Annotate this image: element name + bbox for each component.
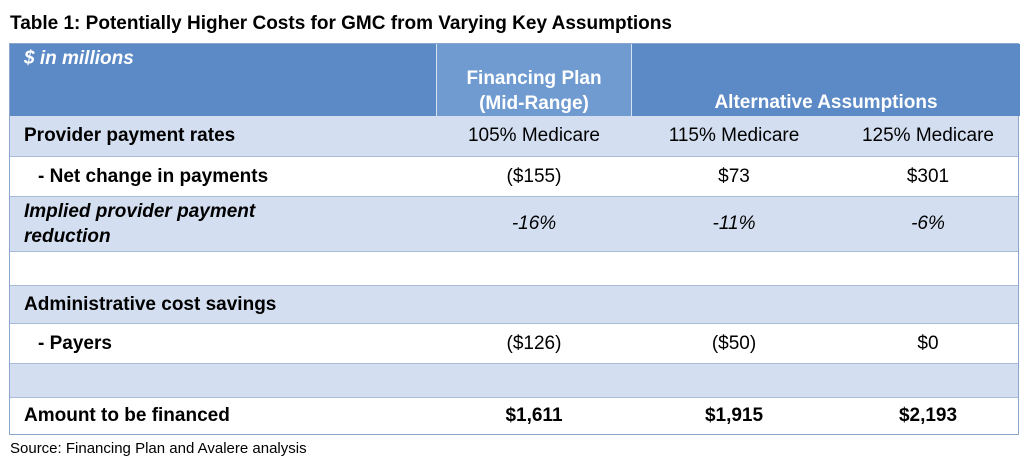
table-header: $ in millions Financing Plan (Mid-Range)… [10,44,1020,116]
cell-alt-1: $73 [718,165,750,187]
row-label: - Net change in payments [38,165,269,187]
row-label: Implied provider payment reduction [10,197,436,251]
cell-alt-1: ($50) [711,332,757,354]
table-row: - Payers ($126) ($50) $0 [10,323,1018,363]
row-label: Amount to be financed [24,405,230,426]
financing-plan-line2: (Mid-Range) [479,93,589,114]
cost-table: $ in millions Financing Plan (Mid-Range)… [9,43,1020,435]
row-label: - Payers [38,332,112,354]
financing-plan-line1: Financing Plan [466,68,602,89]
cell-financing-plan: ($126) [506,332,562,354]
source-note: Source: Financing Plan and Avalere analy… [10,440,307,457]
table-title: Table 1: Potentially Higher Costs for GM… [10,13,672,34]
header-financing-plan-cell: Financing Plan (Mid-Range) [436,44,632,116]
cell-financing-plan: -16% [511,213,557,234]
row-label-line2: reduction [24,226,111,247]
header-units-cell: $ in millions [10,44,436,116]
header-alternative-cell: Alternative Assumptions [632,44,1020,116]
table-row: Administrative cost savings [10,285,1018,323]
cell-financing-plan: $1,611 [505,405,563,426]
table-row: Implied provider payment reduction -16% … [10,196,1018,251]
row-label: Administrative cost savings [24,293,277,315]
row-label-line1: Implied provider payment [24,201,256,222]
table-row: - Net change in payments ($155) $73 $301 [10,156,1018,196]
cell-alt-2: -6% [911,213,945,234]
table-row-empty [10,363,1018,397]
table-row-empty [10,251,1018,285]
row-label: Provider payment rates [24,125,236,146]
cell-alt-2: 125% Medicare [861,125,995,146]
alternative-assumptions-label: Alternative Assumptions [714,92,938,113]
cell-financing-plan: ($155) [506,165,562,187]
cell-alt-2: $2,193 [898,405,958,426]
cell-alt-2: $0 [917,332,939,354]
table-row-total: Amount to be financed $1,611 $1,915 $2,1… [10,397,1018,434]
cell-alt-1: 115% Medicare [668,125,800,146]
cell-alt-1: -11% [712,213,756,234]
cell-financing-plan: 105% Medicare [467,125,601,146]
units-label: $ in millions [24,48,134,69]
table-row: Provider payment rates 105% Medicare 115… [10,116,1018,156]
cell-alt-1: $1,915 [704,405,764,426]
cell-alt-2: $301 [906,165,950,187]
